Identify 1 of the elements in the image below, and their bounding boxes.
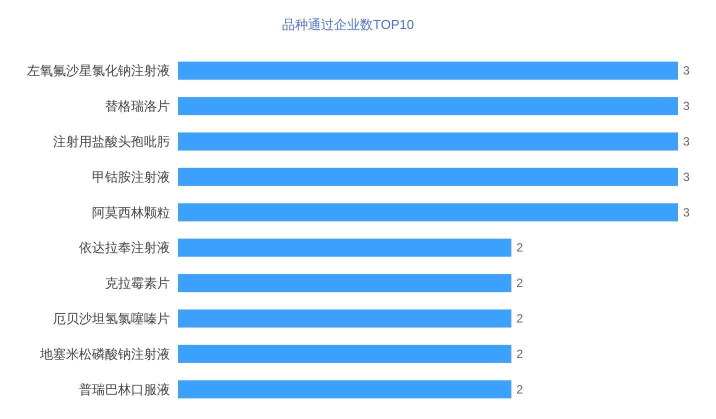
title: 品种通过企业数TOP10	[282, 17, 414, 32]
